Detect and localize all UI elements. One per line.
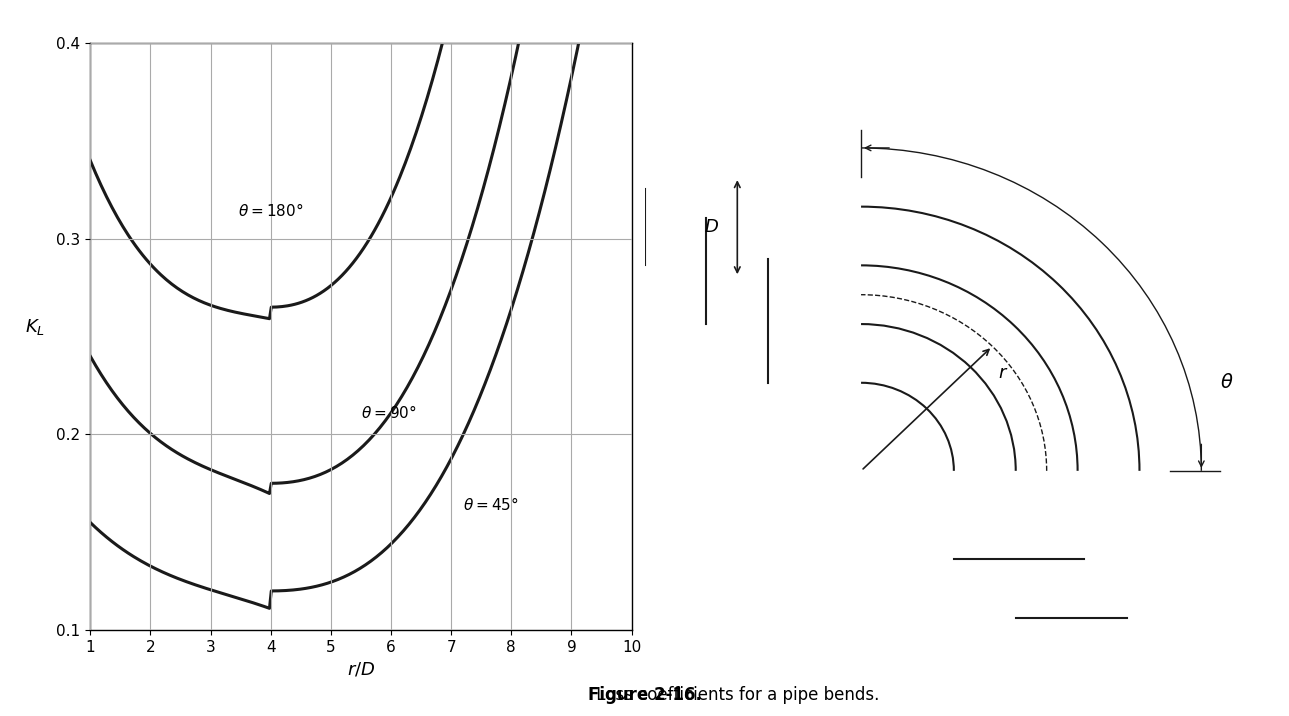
Text: D: D (705, 218, 719, 236)
Text: r: r (999, 364, 1005, 382)
Y-axis label: $K_L$: $K_L$ (26, 316, 45, 337)
X-axis label: $r / D$: $r / D$ (347, 660, 375, 678)
Text: Loss coefficients for a pipe bends.: Loss coefficients for a pipe bends. (590, 685, 879, 704)
Text: $\theta = 90°$: $\theta = 90°$ (361, 404, 416, 421)
Text: $\theta = 180°$: $\theta = 180°$ (238, 202, 303, 219)
Text: Figure 2-16.: Figure 2-16. (588, 685, 701, 704)
Text: $\theta$: $\theta$ (1219, 373, 1234, 392)
Text: $\theta = 45°$: $\theta = 45°$ (463, 495, 519, 513)
